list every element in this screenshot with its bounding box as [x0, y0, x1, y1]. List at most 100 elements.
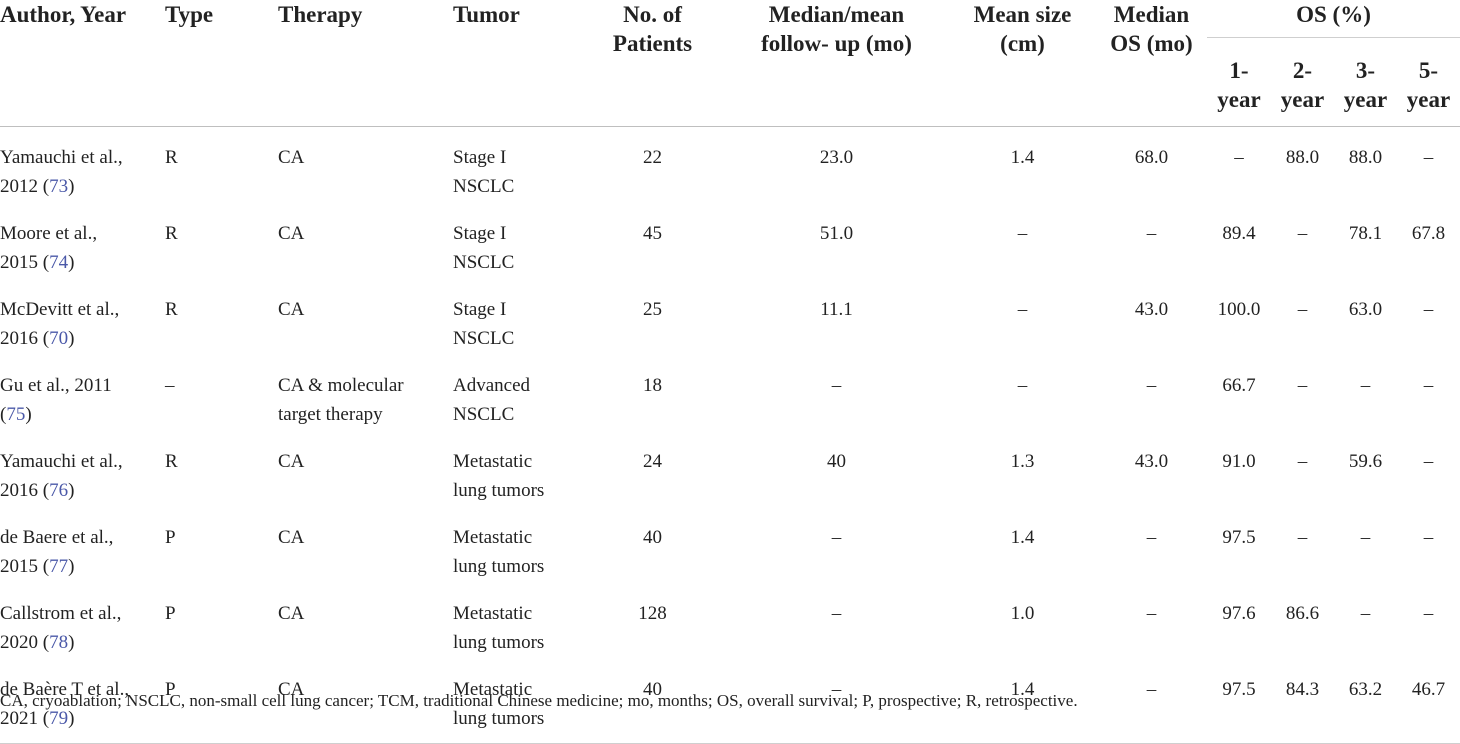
cell-median-os: 43.0 — [1134, 451, 1169, 472]
cell-mean-size: 1.4 — [1010, 147, 1035, 168]
cell-tumor: Advanced NSCLC — [453, 375, 531, 425]
cell-median-os: – — [1146, 223, 1157, 244]
cell-author-year: Yamauchi et al., 2016 (76) — [0, 451, 123, 501]
cell-patients: 25 — [643, 299, 662, 320]
cell-tumor: Stage I NSCLC — [453, 223, 515, 273]
cell-therapy: CA & molecular target therapy — [278, 375, 404, 425]
cell-patients: 22 — [643, 147, 662, 168]
cell-os-3-year: 59.6 — [1348, 451, 1383, 472]
reference-link[interactable]: 73 — [49, 176, 69, 197]
cell-tumor: Metastatic lung tumors — [453, 527, 545, 577]
cell-os-3-year: 63.0 — [1348, 299, 1383, 320]
table-header: Author, Year Type Therapy Tumor No. of Pa… — [0, 0, 1460, 127]
cell-os-5-year: – — [1423, 375, 1434, 396]
header-os-group: OS (%) — [1207, 0, 1460, 38]
cell-os-5-year: – — [1423, 451, 1434, 472]
cell-os-3-year: – — [1360, 603, 1371, 624]
cell-tumor: Stage I NSCLC — [453, 147, 515, 197]
reference-link[interactable]: 74 — [49, 252, 69, 273]
cell-os-3-year: – — [1360, 527, 1371, 548]
cell-therapy: CA — [278, 603, 305, 624]
header-os-3-year: 3- year — [1334, 37, 1397, 127]
cell-followup: 51.0 — [819, 223, 854, 244]
header-tumor: Tumor — [426, 0, 581, 127]
table-row: Callstrom et al., 2020 (78) P CA Metastatic l… — [0, 581, 1460, 657]
cell-os-5-year: – — [1423, 527, 1434, 548]
cell-os-5-year: 67.8 — [1411, 223, 1446, 244]
cell-os-2-year: – — [1297, 375, 1308, 396]
cell-os-1-year: 97.5 — [1207, 657, 1271, 744]
cell-os-1-year: 89.4 — [1222, 223, 1256, 244]
header-author-year: Author, Year — [0, 0, 165, 127]
cell-os-3-year: – — [1360, 375, 1371, 396]
table-row: McDevitt et al., 2016 (70) R CA Stage I NSCLC… — [0, 277, 1460, 353]
cell-os-3-year: 88.0 — [1348, 147, 1383, 168]
cell-type: P — [165, 527, 176, 548]
reference-link[interactable]: 76 — [49, 480, 69, 501]
cell-os-1-year: 100.0 — [1217, 299, 1261, 320]
header-os-2-year: 2- year — [1271, 37, 1334, 127]
table-row: Moore et al., 2015 (74) R CA Stage I NSCLC 45 5… — [0, 201, 1460, 277]
cell-median-os: 43.0 — [1134, 299, 1169, 320]
cell-tumor: Stage I NSCLC — [453, 299, 515, 349]
cell-author-year: Callstrom et al., 2020 (78) — [0, 603, 122, 653]
cell-therapy: CA — [278, 299, 305, 320]
cell-os-5-year: 46.7 — [1397, 657, 1460, 744]
reference-link[interactable]: 70 — [49, 328, 69, 349]
table-row: Yamauchi et al., 2012 (73) R CA Stage I NSCLC… — [0, 127, 1460, 202]
cell-followup: 40 — [827, 451, 846, 472]
cell-os-2-year: – — [1297, 223, 1308, 244]
cell-patients: 40 — [643, 527, 662, 548]
cell-author-year: Moore et al., 2015 (74) — [0, 223, 98, 273]
cell-followup: – — [831, 603, 842, 624]
cell-type: R — [165, 299, 178, 320]
table-row: Yamauchi et al., 2016 (76) R CA Metastatic lu… — [0, 429, 1460, 505]
table-footnote: CA, cryoablation; NSCLC, non-small cell … — [0, 691, 1078, 710]
cell-patients: 45 — [643, 223, 662, 244]
reference-link[interactable]: 78 — [49, 632, 69, 653]
cell-mean-size: 1.3 — [1010, 451, 1035, 472]
cell-author-year: McDevitt et al., 2016 (70) — [0, 299, 120, 349]
header-median-os: Median OS (mo) — [1096, 0, 1207, 127]
cell-patients: 128 — [638, 603, 667, 624]
cell-tumor: Metastatic lung tumors — [453, 451, 545, 501]
cell-os-1-year: 66.7 — [1222, 375, 1256, 396]
cell-therapy: CA — [278, 451, 305, 472]
cell-median-os: – — [1096, 657, 1207, 744]
cell-os-5-year: – — [1423, 299, 1434, 320]
cell-therapy: CA — [278, 147, 305, 168]
cell-os-2-year: – — [1297, 451, 1308, 472]
cell-median-os: – — [1146, 527, 1157, 548]
cell-type: P — [165, 603, 176, 624]
header-os-5-year: 5- year — [1397, 37, 1460, 127]
cell-patients: 24 — [643, 451, 662, 472]
cell-median-os: – — [1146, 603, 1157, 624]
cell-patients: 18 — [643, 375, 662, 396]
cell-followup: 23.0 — [819, 147, 854, 168]
cell-followup: 11.1 — [820, 299, 853, 320]
reference-link[interactable]: 75 — [6, 404, 26, 425]
header-followup: Median/mean follow- up (mo) — [724, 0, 949, 127]
cell-os-3-year: 78.1 — [1348, 223, 1383, 244]
cell-followup: – — [831, 527, 842, 548]
cell-therapy: CA — [278, 223, 305, 244]
reference-link[interactable]: 77 — [49, 556, 69, 577]
cell-mean-size: – — [1017, 223, 1028, 244]
cell-mean-size: 1.4 — [1010, 527, 1035, 548]
cell-mean-size: – — [1017, 375, 1028, 396]
cell-os-1-year: 97.5 — [1222, 527, 1256, 548]
cell-author-year: Gu et al., 2011 (75) — [0, 375, 112, 425]
cell-median-os: – — [1146, 375, 1157, 396]
cell-os-2-year: – — [1297, 299, 1308, 320]
cell-os-2-year: – — [1297, 527, 1308, 548]
cell-type: R — [165, 223, 178, 244]
cell-type: R — [165, 147, 178, 168]
cell-therapy: CA — [278, 527, 305, 548]
table-row: Gu et al., 2011 (75) – CA & molecular target… — [0, 353, 1460, 429]
cell-os-1-year: 91.0 — [1222, 451, 1256, 472]
header-os-1-year: 1- year — [1207, 37, 1271, 127]
cell-type: – — [165, 375, 175, 396]
cell-followup: – — [831, 375, 842, 396]
cell-os-1-year: – — [1234, 147, 1244, 168]
